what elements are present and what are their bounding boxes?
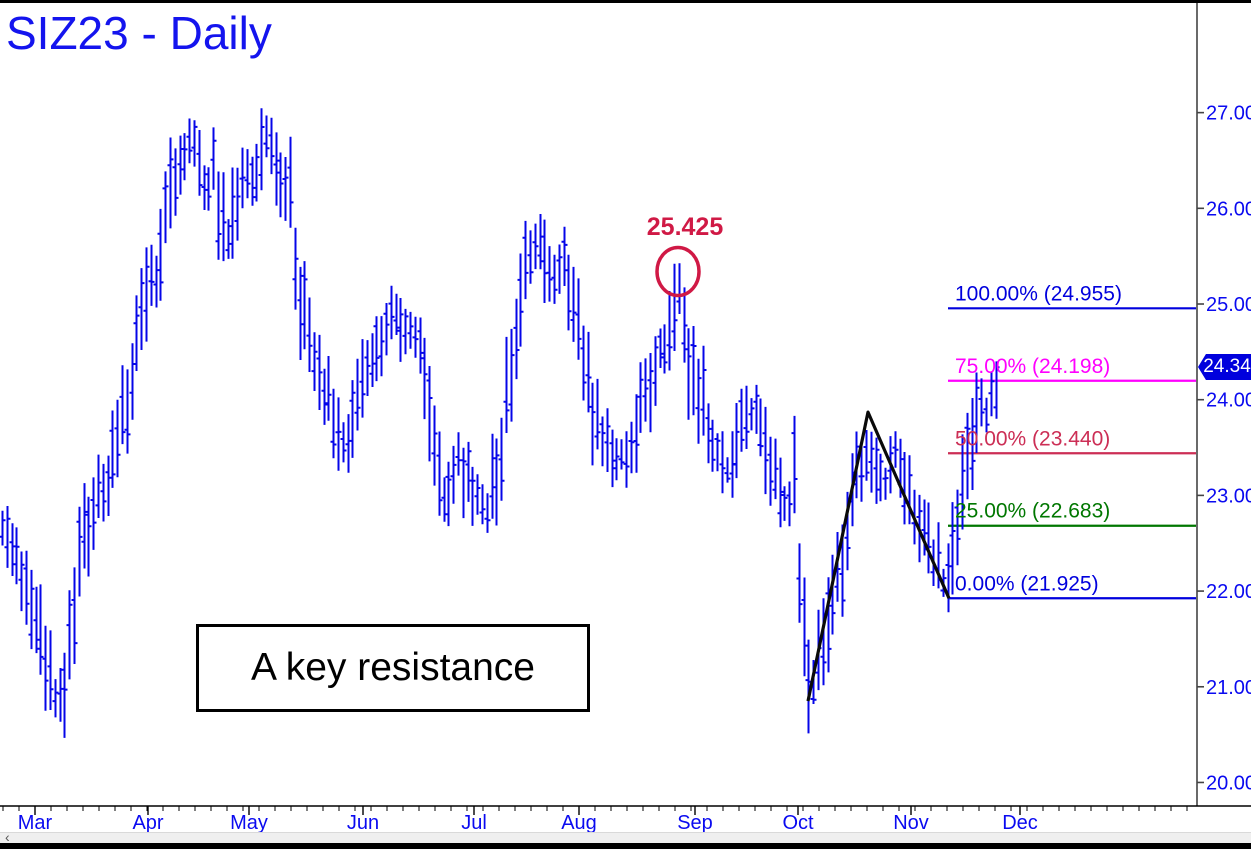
trend-line[interactable] <box>806 410 951 702</box>
y-axis-label-23.00: 23.00 <box>1206 485 1251 507</box>
x-axis-label-jul: Jul <box>461 812 487 832</box>
y-axis-label-22.00: 22.00 <box>1206 581 1251 603</box>
scroll-left-arrow[interactable]: ‹ <box>5 829 10 845</box>
fib-label-0: 0.00% (21.925) <box>955 572 1099 595</box>
resistance-note-box[interactable]: A key resistance <box>196 624 590 712</box>
x-axis-label-aug: Aug <box>561 812 597 832</box>
y-axis-label-24.00: 24.00 <box>1206 390 1251 412</box>
fib-label-100: 100.00% (24.955) <box>955 282 1122 305</box>
x-axis-label-jun: Jun <box>347 812 379 832</box>
window-top-border <box>0 0 1251 3</box>
last-price-badge: 24.34 <box>1198 354 1251 380</box>
price-chart[interactable]: Mar Apr May Jun Jul Aug Sep Oct Nov Dec 27.00 26.00… <box>0 0 1251 832</box>
x-axis-label-sep: Sep <box>677 812 713 832</box>
fib-label-50: 50.00% (23.440) <box>955 427 1110 450</box>
x-axis-label-nov: Nov <box>893 812 929 832</box>
resistance-note-text: A key resistance <box>251 646 535 689</box>
y-axis-label-26.00: 26.00 <box>1206 198 1251 220</box>
x-axis-minor-ticks <box>2 806 1188 811</box>
peak-price-label: 25.425 <box>646 213 724 241</box>
peak-circle[interactable] <box>655 245 701 298</box>
x-axis-label-may: May <box>230 812 268 832</box>
fib-label-25: 25.00% (22.683) <box>955 500 1110 523</box>
price-bars <box>0 108 1000 738</box>
y-axis-label-21.00: 21.00 <box>1206 677 1251 699</box>
chart-title: SIZ23 - Daily <box>6 7 272 59</box>
x-axis-label-dec: Dec <box>1002 812 1038 832</box>
x-axis-label-apr: Apr <box>132 812 163 832</box>
x-axis-label-oct: Oct <box>782 812 814 832</box>
y-axis-label-20.00: 20.00 <box>1206 772 1251 794</box>
y-axis-label-27.00: 27.00 <box>1206 103 1251 125</box>
window-bottom-border <box>0 843 1251 849</box>
horizontal-scrollbar[interactable]: ‹ <box>0 829 1251 845</box>
y-axis-label-25.00: 25.00 <box>1206 294 1251 316</box>
fib-label-75: 75.00% (24.198) <box>955 355 1110 378</box>
x-axis-label-mar: Mar <box>18 812 53 832</box>
